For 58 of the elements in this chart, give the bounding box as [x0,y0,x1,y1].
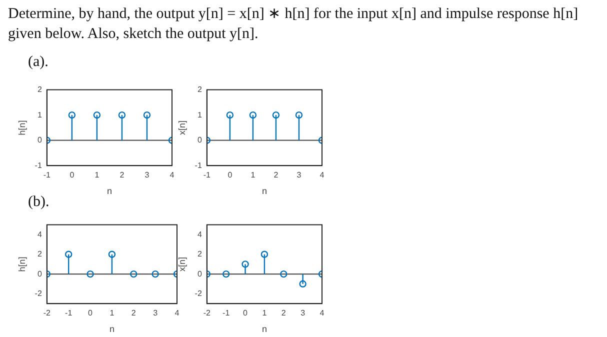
point [280,270,288,278]
x-tick-label: 4 [174,308,180,318]
x-tick-label: -1 [43,170,52,180]
y-tick-label: 4 [37,230,42,239]
x-tick-label: 4 [170,170,175,180]
x-tick-label: 2 [281,308,286,318]
x-axis-title: n [106,186,112,196]
x-tick-label: -1 [65,308,73,318]
x-tick-label: 0 [243,308,248,318]
chart-subtitle: (a). [28,54,48,71]
x-tick-label: -1 [203,170,212,180]
x-tick-label: 0 [228,170,233,180]
x-tick-label: 0 [70,170,75,180]
chart-subtitle: (b). [28,194,50,211]
x-tick-label: -2 [43,308,52,318]
text: Determine, by hand, the output y[n] = x[n] ∗ h[n] for the input x[n] and impulse response h[n] given below. Also, sketch the output y[n]. [8,5,580,44]
x-tick-label: 0 [88,308,94,318]
y-tick-label: -1 [194,160,202,170]
y-tick-label: 2 [197,250,202,259]
x-tick-label: 1 [110,308,115,318]
y-axis-title: x[n] [176,120,187,135]
point [299,280,306,288]
x-tick-label: 3 [144,170,150,180]
y-tick-label: 0 [37,136,42,145]
y-tick-label: 2 [37,250,42,259]
y-axis-title: x[n] [176,256,187,272]
x-axis-title: n [109,324,114,334]
x-tick-label: 2 [131,308,136,318]
x-tick-label: 2 [120,170,125,180]
y-tick-label: 0 [197,269,202,278]
y-tick-label: 4 [197,230,202,239]
x-tick-label: 3 [153,308,158,318]
y-tick-label: 1 [197,110,202,120]
x-axis-title: n [262,324,267,334]
point [260,250,268,258]
x-tick-label: 2 [274,170,279,180]
x-tick-label: 1 [250,170,256,180]
y-tick-label: -1 [34,160,42,170]
y-tick-label: 1 [37,110,42,120]
y-tick-label: -2 [34,288,42,298]
y-axis-title: h[n] [16,256,27,272]
x-tick-label: 4 [320,170,325,180]
x-tick-label: -1 [222,308,230,318]
y-tick-label: 0 [197,136,202,145]
y-tick-label: 0 [37,269,42,278]
point [242,260,249,268]
x-tick-label: 4 [320,308,325,318]
x-tick-label: 1 [262,308,268,318]
x-tick-label: -2 [203,308,212,318]
point [222,270,230,278]
x-axis-title: n [262,186,267,196]
y-tick-label: 2 [197,85,202,94]
y-tick-label: 2 [37,85,42,94]
y-tick-label: -2 [194,288,202,298]
y-axis-title: h[n] [16,120,27,136]
x-tick-label: 3 [296,170,302,180]
x-tick-label: 3 [300,308,306,318]
x-tick-label: 1 [94,170,100,180]
